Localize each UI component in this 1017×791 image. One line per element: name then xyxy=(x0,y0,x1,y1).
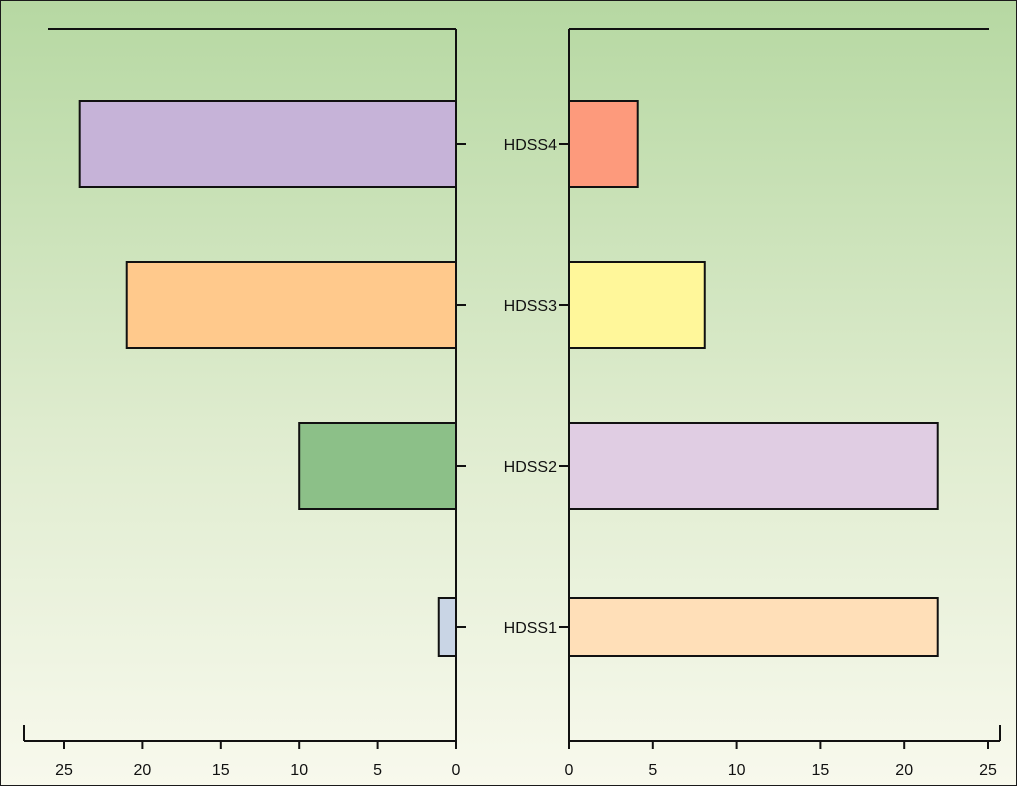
left-bar-hdss2 xyxy=(298,422,458,510)
category-label-hdss4: HDSS4 xyxy=(504,137,557,154)
right-x-tick-label-5: 5 xyxy=(648,762,657,779)
right-x-tick-label-10: 10 xyxy=(728,762,746,779)
labels-layer: HDSS4 HDSS3 HDSS2 HDSS1 25 20 15 10 5 0 0 5 10 15 20 25 xyxy=(55,137,997,779)
left-x-tick-label-5: 5 xyxy=(373,762,382,779)
right-bar-hdss3 xyxy=(568,261,706,349)
category-label-hdss3: HDSS3 xyxy=(504,298,557,315)
right-x-tick-label-0: 0 xyxy=(565,762,574,779)
right-bar-hdss2 xyxy=(568,422,939,510)
right-x-tick-label-25: 25 xyxy=(979,762,997,779)
left-x-tick-label-15: 15 xyxy=(212,762,230,779)
left-bar-hdss1 xyxy=(437,597,458,657)
ticks-layer xyxy=(63,143,989,749)
right-bar-hdss1 xyxy=(568,597,939,657)
left-bar-hdss4 xyxy=(78,100,458,188)
left-x-tick-label-25: 25 xyxy=(55,762,73,779)
left-x-tick-label-0: 0 xyxy=(452,762,461,779)
left-bar-hdss3 xyxy=(125,261,457,349)
category-label-hdss2: HDSS2 xyxy=(504,459,557,476)
category-label-hdss1: HDSS1 xyxy=(504,620,557,637)
right-x-tick-label-15: 15 xyxy=(812,762,830,779)
right-bar-hdss4 xyxy=(568,100,639,188)
bars-layer xyxy=(78,100,939,657)
left-x-tick-label-10: 10 xyxy=(290,762,308,779)
right-x-tick-label-20: 20 xyxy=(895,762,913,779)
left-x-tick-label-20: 20 xyxy=(134,762,152,779)
